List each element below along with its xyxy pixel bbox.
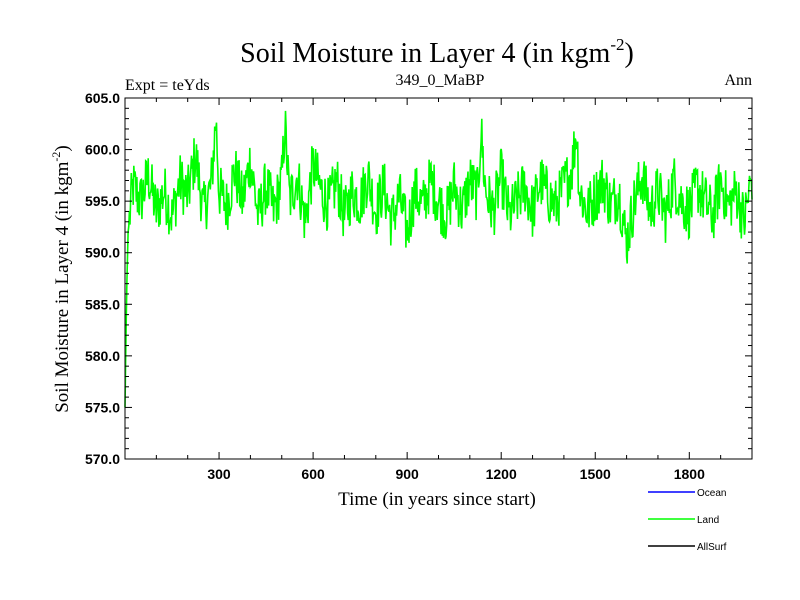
series-line-land [124,110,753,408]
y-tick-label: 595.0 [85,193,120,209]
x-tick-label: 1800 [674,466,705,482]
legend-label-ocean: Ocean [697,488,726,499]
legend-label-land: Land [697,515,719,526]
chart-title: Soil Moisture in Layer 4 (in kgm-2) [240,35,634,69]
x-tick-label: 300 [207,466,231,482]
chart-title-superscript: -2 [610,35,624,54]
x-tick-label: 1200 [486,466,517,482]
season-label: Ann [724,72,752,89]
y-tick-label: 575.0 [85,399,120,415]
x-tick-label: 1500 [580,466,611,482]
y-axis-label-main: Soil Moisture in Layer 4 (in kgm [52,161,73,412]
y-axis-label: Soil Moisture in Layer 4 (in kgm-2) [49,145,73,413]
period-label: 349_0_MaBP [396,72,485,89]
y-tick-label: 600.0 [85,142,120,158]
ticks-layer: 570.0 575.0 580.0 585.0 590.0 595.0 600.0 605.0… [85,90,752,482]
x-tick-label: 600 [301,466,325,482]
y-tick-label: 605.0 [85,90,120,106]
x-tick-label: 900 [395,466,419,482]
series-layer [124,110,753,408]
plot-frame [124,97,753,460]
legend: Ocean Land AllSurf [648,488,727,553]
y-tick-label: 585.0 [85,296,120,312]
y-tick-label: 590.0 [85,245,120,261]
chart-title-main: Soil Moisture in Layer 4 (in kgm [240,38,610,69]
y-axis-label-suffix: ) [52,145,73,151]
chart-title-suffix: ) [625,38,634,69]
y-tick-label: 580.0 [85,348,120,364]
y-axis-label-superscript: -2 [49,152,63,162]
experiment-label: Expt = teYds [125,77,210,94]
y-tick-label: 570.0 [85,451,120,467]
legend-label-allsurf: AllSurf [697,542,727,553]
x-axis-label: Time (in years since start) [338,489,536,510]
